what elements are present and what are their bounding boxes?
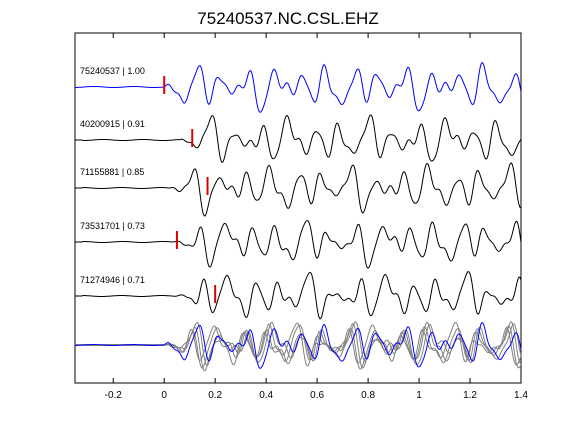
chart-title: 75240537.NC.CSL.EHZ bbox=[197, 9, 378, 28]
trace-line bbox=[75, 271, 522, 320]
x-axis: -0.2 0 0.2 0.4 0.6 0.8 1 1.2 1.4 bbox=[105, 33, 528, 401]
trace-label: 75240537 | 1.00 bbox=[80, 66, 145, 76]
trace-label: 40200915 | 0.91 bbox=[80, 119, 145, 129]
x-tick-label: 0.4 bbox=[259, 390, 273, 401]
stack-master-line bbox=[75, 321, 522, 369]
stack-trace-line bbox=[75, 321, 522, 372]
x-tick-label: 0 bbox=[161, 390, 167, 401]
x-tick-label: 0.2 bbox=[208, 390, 222, 401]
x-tick-label: 0.8 bbox=[361, 390, 375, 401]
x-tick-label: -0.2 bbox=[105, 390, 123, 401]
trace-label: 71274946 | 0.71 bbox=[80, 275, 145, 285]
trace-group: 71274946 | 0.71 bbox=[75, 271, 522, 320]
overlay-stack bbox=[74, 321, 522, 372]
trace-group: 71155881 | 0.85 bbox=[75, 162, 522, 217]
trace-label: 71155881 | 0.85 bbox=[80, 167, 144, 177]
trace-line bbox=[75, 61, 522, 113]
x-tick-label: 0.6 bbox=[310, 390, 324, 401]
trace-group: 75240537 | 1.00 bbox=[75, 61, 522, 113]
x-tick-label: 1.2 bbox=[463, 390, 477, 401]
trace-line bbox=[75, 220, 522, 269]
trace-group: 73531701 | 0.73 bbox=[75, 220, 522, 269]
trace-group: 40200915 | 0.91 bbox=[75, 114, 522, 164]
trace-line bbox=[75, 114, 522, 164]
stack-trace-line bbox=[74, 321, 522, 367]
x-tick-label: 1.4 bbox=[514, 390, 528, 401]
waveform-traces: 75240537 | 1.00 40200915 | 0.91 71155881 |… bbox=[75, 61, 522, 320]
trace-label: 73531701 | 0.73 bbox=[80, 221, 145, 231]
stack-trace-line bbox=[75, 324, 522, 370]
trace-line bbox=[75, 162, 522, 217]
x-tick-label: 1 bbox=[416, 390, 422, 401]
